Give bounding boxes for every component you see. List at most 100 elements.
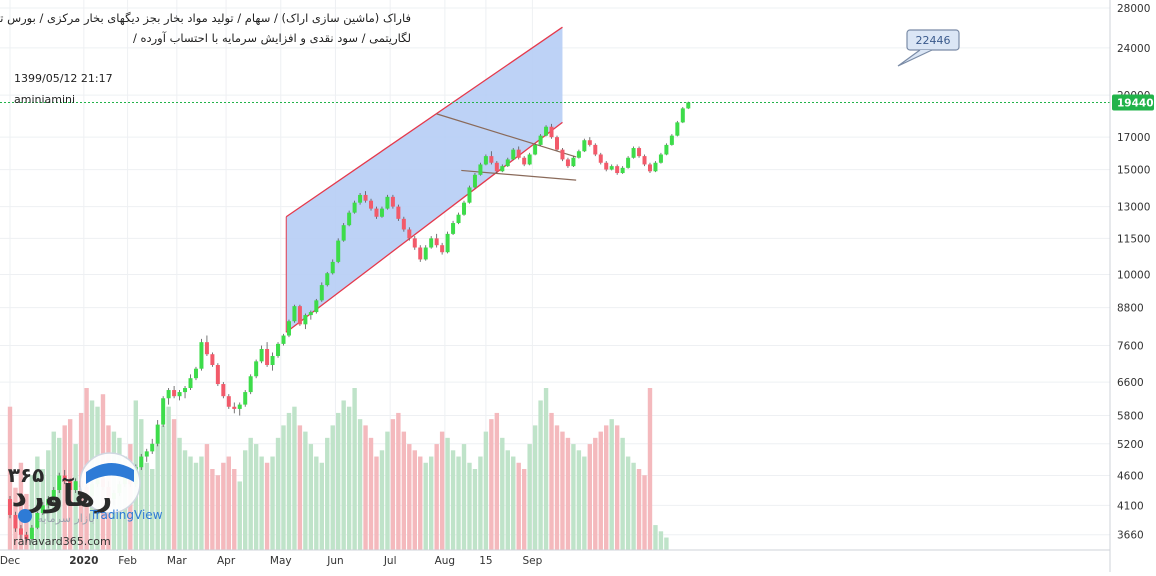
volume-bar <box>253 444 259 550</box>
volume-bar <box>532 425 538 550</box>
last-price-label: 19440 <box>1117 97 1154 109</box>
candle-body <box>183 388 188 393</box>
price-tick-label: 10000 <box>1117 270 1150 282</box>
candle-body <box>675 122 680 136</box>
candle-body <box>330 261 335 274</box>
candle-body <box>369 200 374 209</box>
volume-bar <box>379 450 385 550</box>
volume-bar <box>330 425 335 550</box>
logo-brand-num: ۳۶۵ <box>8 463 45 487</box>
volume-bar <box>150 469 155 550</box>
candle-body <box>254 361 259 377</box>
volume-bar <box>297 425 303 550</box>
volume-bar <box>560 431 565 550</box>
candle-body <box>358 194 363 203</box>
candle-body <box>429 238 434 248</box>
time-tick-label: May <box>270 555 292 567</box>
time-axis[interactable]: Dec 2020 Feb Mar Apr May Jun Jul Aug 15 Sep <box>0 549 1110 567</box>
candle-body <box>166 390 171 399</box>
volume-bar <box>412 450 417 550</box>
candle-body <box>297 306 302 325</box>
time-tick-label: Apr <box>217 555 236 567</box>
volume-bar <box>456 456 461 550</box>
candle-body <box>325 273 330 286</box>
volume-bar <box>647 388 653 550</box>
volume-bar <box>467 462 472 550</box>
candle-body <box>237 404 242 409</box>
volume-bar <box>35 456 40 550</box>
volume-bar <box>489 419 494 550</box>
volume-bar <box>516 462 521 550</box>
candle-body <box>319 285 324 301</box>
candle-body <box>308 312 313 316</box>
price-tick-label: 5200 <box>1117 439 1144 451</box>
chart-title: فاراک (ماشین سازی اراک) / سهام / تولید م… <box>0 11 411 25</box>
candle-body <box>647 164 652 172</box>
volume-bar <box>226 456 231 550</box>
candle-body <box>221 384 226 397</box>
candle-body <box>155 424 160 444</box>
channel-lower-line[interactable] <box>285 121 563 333</box>
callout-box[interactable] <box>906 29 960 51</box>
candle-body <box>642 156 647 165</box>
logo-brand-fa: رهآورد <box>12 477 113 514</box>
candle-body <box>243 392 248 405</box>
price-tick-label: 8800 <box>1117 303 1144 315</box>
regression-channel[interactable] <box>285 26 563 333</box>
volume-bar <box>275 437 281 550</box>
price-axis[interactable]: 3660 4100 4600 5200 5800 6600 7600 8800 10000 115… <box>1109 0 1154 572</box>
candle-body <box>593 144 598 155</box>
time-tick-label: Dec <box>0 555 20 567</box>
candle-body <box>598 154 603 163</box>
channel-fill <box>286 27 563 333</box>
time-tick-label: 2020 <box>69 555 98 567</box>
candle-body <box>232 406 237 409</box>
candle-body <box>57 475 62 490</box>
volume-bar <box>587 444 593 550</box>
time-tick-label: 15 <box>479 555 492 567</box>
volume-bar <box>259 456 264 550</box>
candle-body <box>68 481 73 490</box>
volume-bar <box>527 444 532 550</box>
candle-body <box>46 499 51 506</box>
trend-line[interactable] <box>436 113 577 158</box>
volume-bar <box>363 425 368 550</box>
candle-body <box>390 196 395 207</box>
candle-body <box>587 140 592 145</box>
candle-body <box>374 208 379 217</box>
chart-datetime: 1399/05/12 21:17 <box>14 72 113 85</box>
volume-bar <box>29 475 35 550</box>
callout-value: 22446 <box>916 34 951 47</box>
volume-bar <box>352 388 357 550</box>
volume-bar <box>215 475 221 550</box>
candle-body <box>188 378 193 389</box>
candle-body <box>51 489 56 500</box>
candle-body <box>451 223 456 234</box>
volume-bar <box>292 406 297 550</box>
candle-body <box>626 157 631 168</box>
volume-bar <box>407 444 412 550</box>
volume-bar <box>445 437 450 550</box>
candle-body <box>538 135 543 145</box>
candle-body <box>489 156 494 163</box>
candle-body <box>664 144 669 155</box>
candle-body <box>407 229 412 239</box>
candle-body <box>286 321 291 336</box>
candle-body <box>412 238 417 248</box>
price-callout[interactable]: 22446 <box>897 29 960 67</box>
candle-body <box>303 315 308 325</box>
logo-brand-sub: بازار سرمایه <box>37 512 94 525</box>
volume-bar <box>346 406 352 550</box>
candle-body <box>40 505 45 514</box>
volume-bar <box>461 444 467 550</box>
volume-bar <box>319 462 324 550</box>
volume-bar <box>565 437 571 550</box>
time-tick-label: Aug <box>435 555 456 567</box>
volume-bar <box>521 469 527 550</box>
candle-body <box>445 233 450 253</box>
volume-bar <box>401 431 407 550</box>
channel-upper-line[interactable] <box>285 26 563 218</box>
candle-body <box>456 214 461 224</box>
candle-body <box>161 398 166 425</box>
